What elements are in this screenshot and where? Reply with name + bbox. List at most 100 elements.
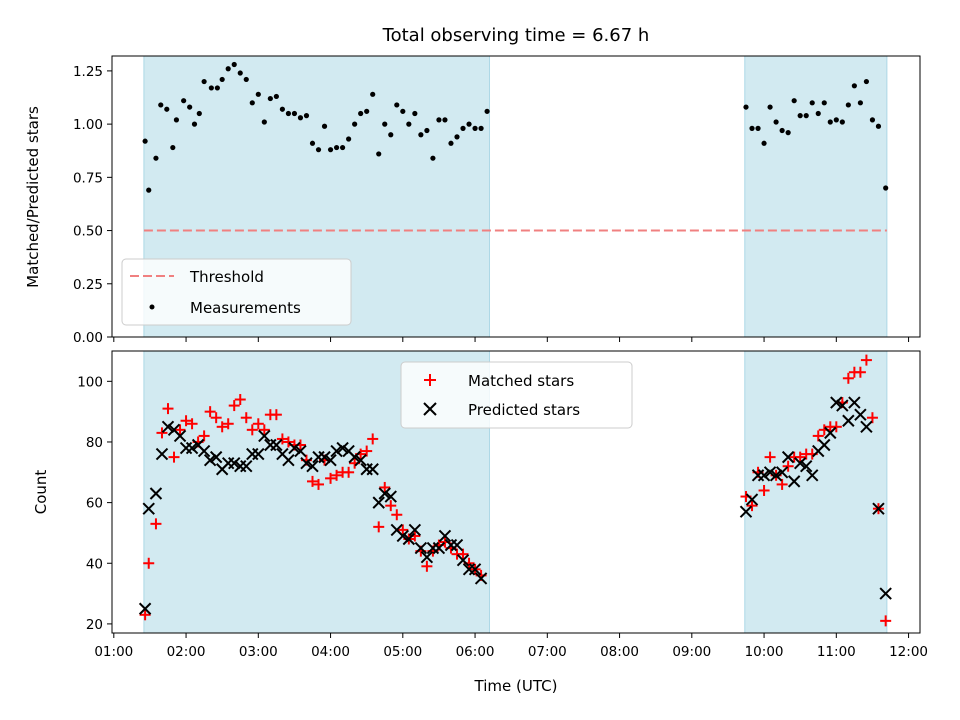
matched-star-marker [162, 403, 174, 415]
measurement-point [339, 144, 346, 151]
predicted-star-marker [438, 529, 452, 543]
measurement-point [267, 95, 273, 102]
measurement-point [249, 100, 255, 106]
measurement-point [845, 102, 851, 108]
x-tick-label: 07:00 [528, 644, 567, 660]
measurement-point [201, 78, 207, 85]
matched-star-marker [842, 372, 854, 384]
x-axis-label: Time (UTC) [474, 677, 558, 695]
matched-star-marker [143, 557, 155, 569]
legend-matched-swatch [424, 374, 436, 386]
matched-star-marker [313, 478, 325, 490]
predicted-star-marker [155, 447, 169, 461]
top-legend-box [121, 258, 352, 326]
measurement-point [382, 121, 388, 127]
matched-star-marker [174, 424, 186, 436]
predicted-star-marker [161, 420, 175, 434]
matched-star-marker [776, 478, 788, 490]
measurement-point [755, 125, 761, 131]
matched-star-marker [385, 500, 397, 512]
measurement-point [863, 78, 870, 85]
bottom-x-ticks: 01:00 02:00 03:00 04:00 05:00 06:00 07:00 08:00… [94, 633, 928, 660]
measurement-point [743, 104, 749, 110]
measurement-point [297, 115, 304, 121]
bottom-y-tick-label: 60 [86, 496, 103, 512]
matched-star-marker [270, 409, 282, 421]
measurement-point [358, 110, 364, 117]
predicted-star-marker [324, 453, 337, 467]
measurement-point [454, 134, 460, 140]
predicted-star-marker [258, 429, 271, 443]
matched-star-marker [180, 415, 192, 427]
measurement-point [352, 121, 358, 127]
matched-star-marker [156, 427, 168, 439]
measurement-point [857, 100, 863, 106]
measurement-point [158, 102, 164, 108]
matched-star-marker [391, 509, 403, 521]
measurement-point [315, 147, 322, 153]
matched-star-marker [168, 451, 180, 463]
measurement-point [327, 147, 334, 153]
predicted-star-marker [793, 456, 807, 470]
matched-star-marker [282, 436, 294, 448]
measurement-point [208, 85, 214, 91]
chart-title: Total observing time = 6.67 h [382, 25, 650, 46]
matched-star-marker [306, 475, 318, 487]
measurement-point [460, 125, 466, 131]
matched-star-marker [397, 524, 409, 536]
x-tick-label: 05:00 [383, 644, 422, 660]
bottom-y-tick-label: 40 [86, 556, 103, 572]
bottom-legend-box [400, 361, 633, 429]
legend-predicted-swatch [423, 402, 437, 416]
matched-star-marker [331, 469, 343, 481]
predicted-star-marker [396, 529, 410, 543]
measurement-point [749, 125, 755, 131]
top-y-ticks: 0.00 0.25 0.50 0.75 1.00 1.25 [73, 64, 112, 346]
measurement-point [412, 110, 418, 117]
measurement-point [851, 83, 857, 89]
shaded-interval-2 [744, 55, 888, 338]
bottom-y-tick-label: 20 [86, 617, 103, 633]
predicted-star-marker [173, 429, 187, 443]
top-y-tick-label: 0.75 [73, 170, 103, 186]
bottom-y-tick-label: 80 [86, 435, 103, 451]
x-tick-label: 12:00 [889, 644, 928, 660]
predicted-star-marker [197, 444, 211, 458]
matched-star-marker [880, 615, 892, 627]
matched-star-marker [252, 418, 264, 430]
measurement-point [430, 155, 436, 161]
measurement-point [261, 119, 267, 125]
legend-predicted-label: Predicted stars [468, 401, 580, 419]
predicted-star-marker [854, 408, 867, 421]
measurement-point [237, 70, 243, 76]
top-x-ticks [113, 337, 910, 342]
measurement-point [142, 138, 148, 144]
measurement-point [153, 155, 159, 161]
matched-star-marker [361, 445, 373, 457]
matched-star-marker [210, 412, 222, 424]
measurement-point [146, 187, 152, 193]
measurement-point [170, 144, 176, 151]
matched-star-marker [782, 460, 794, 472]
predicted-star-marker [282, 453, 295, 467]
legend-measurements-label: Measurements [190, 299, 301, 317]
bottom-series [138, 354, 892, 627]
bottom-y-axis-label: Count [32, 470, 50, 515]
predicted-star-marker [294, 444, 307, 458]
measurement-point [243, 76, 249, 83]
x-tick-label: 11:00 [817, 644, 856, 660]
measurement-point [424, 127, 430, 134]
predicted-star-marker [468, 563, 482, 576]
measurement-point [376, 151, 382, 157]
predicted-star-marker [185, 441, 199, 455]
predicted-star-marker [138, 602, 152, 615]
bottom-y-tick-label: 100 [77, 374, 103, 390]
matched-star-marker [379, 481, 391, 493]
predicted-star-marker [450, 538, 464, 552]
predicted-star-marker [330, 444, 343, 458]
bottom-axes-frame [111, 350, 921, 634]
predicted-star-marker [203, 453, 217, 467]
predicted-star-marker [354, 453, 367, 467]
matched-star-marker [198, 430, 210, 442]
legend-threshold-label: Threshold [189, 268, 264, 286]
